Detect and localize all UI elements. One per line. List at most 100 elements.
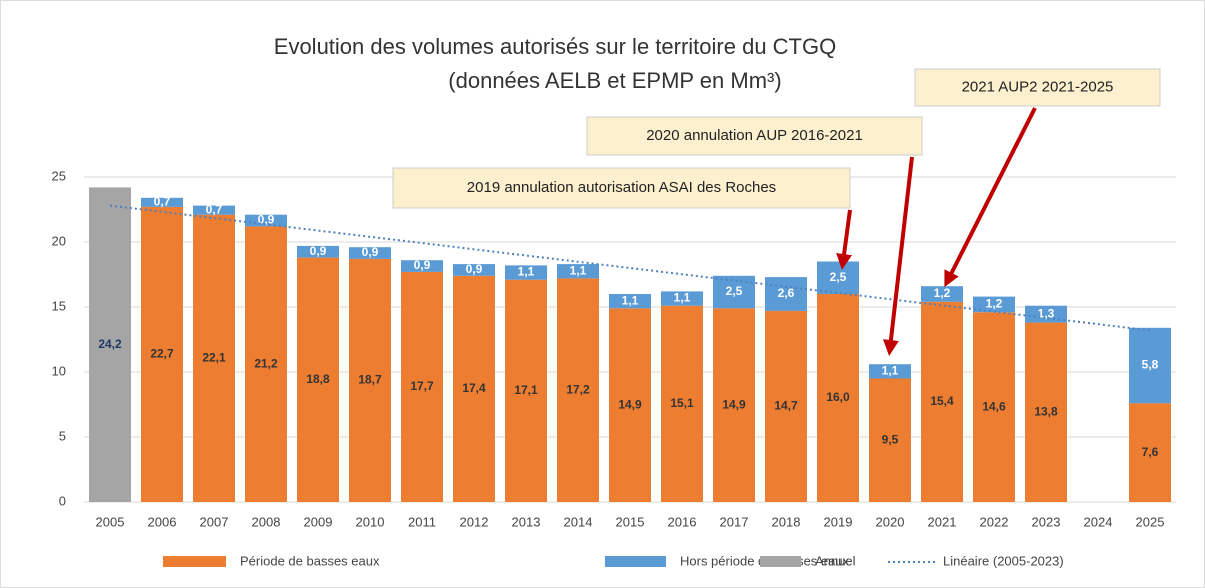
bar-segment [609, 294, 651, 309]
data-label: 2,6 [778, 286, 795, 300]
bar-segment [297, 245, 339, 258]
data-label: 1,1 [674, 291, 691, 305]
bar-segment [661, 291, 703, 306]
data-label: 22,7 [150, 347, 174, 361]
x-tick-label: 2012 [460, 514, 489, 529]
annotation-arrow [882, 156, 914, 356]
legend-label: Annuel [815, 553, 856, 568]
bar-segment [401, 271, 443, 502]
data-label: 5,8 [1142, 358, 1159, 372]
x-tick-label: 2013 [512, 514, 541, 529]
data-label: 14,7 [774, 399, 798, 413]
chart-title: Evolution des volumes autorisés sur le t… [274, 34, 836, 59]
data-label: 22,1 [202, 351, 226, 365]
x-tick-label: 2015 [616, 514, 645, 529]
data-label: 16,0 [826, 390, 850, 404]
data-label: 15,4 [930, 394, 954, 408]
bar-segment [765, 310, 807, 502]
data-label: 1,2 [986, 297, 1003, 311]
x-tick-label: 2018 [772, 514, 801, 529]
bar-segment [557, 278, 599, 502]
data-label: 17,1 [514, 383, 538, 397]
annotation: 2020 annulation AUP 2016-2021 [646, 127, 863, 144]
x-tick-label: 2007 [200, 514, 229, 529]
bar-segment [869, 378, 911, 502]
data-label: 13,8 [1034, 404, 1058, 418]
x-tick-label: 2019 [824, 514, 853, 529]
annotation-box [392, 167, 851, 209]
x-tick-label: 2025 [1136, 514, 1165, 529]
data-label: 1,2 [934, 286, 951, 300]
data-label: 1,3 [1038, 306, 1055, 320]
chart-subtitle: (données AELB et EPMP en Mm³) [448, 68, 781, 93]
y-tick-label: 25 [52, 168, 66, 183]
data-label: 15,1 [670, 396, 694, 410]
bar-segment [193, 205, 235, 215]
data-label: 0,9 [310, 244, 327, 258]
legend-swatch [605, 556, 666, 567]
bar-segment [505, 279, 547, 502]
data-label: 0,9 [466, 262, 483, 276]
x-tick-label: 2024 [1084, 514, 1113, 529]
bar-segment [453, 264, 495, 276]
y-tick-label: 5 [59, 428, 66, 443]
x-tick-label: 2009 [304, 514, 333, 529]
bar-segment [869, 364, 911, 379]
annotation-box [586, 116, 923, 156]
x-tick-label: 2014 [564, 514, 593, 529]
bar-segment [453, 275, 495, 502]
bar-segment [557, 264, 599, 279]
data-label: 0,7 [154, 195, 171, 209]
x-tick-label: 2023 [1032, 514, 1061, 529]
x-tick-label: 2005 [96, 514, 125, 529]
bar-segment [193, 214, 235, 502]
bar-segment [297, 257, 339, 502]
x-tick-label: 2008 [252, 514, 281, 529]
data-label: 0,7 [206, 202, 223, 216]
data-label: 0,9 [362, 245, 379, 259]
x-tick-label: 2022 [980, 514, 1009, 529]
x-tick-label: 2021 [928, 514, 957, 529]
bar-segment [89, 187, 131, 502]
data-label: 0,9 [414, 258, 431, 272]
data-label: 18,8 [306, 372, 330, 386]
annotation-arrow [836, 209, 852, 270]
y-tick-label: 10 [52, 363, 66, 378]
bar-segment [141, 197, 183, 207]
x-tick-label: 2017 [720, 514, 749, 529]
bar-segment [401, 260, 443, 272]
bar-segment [713, 308, 755, 502]
bar-segment [349, 258, 391, 502]
bar-segment [921, 301, 963, 502]
data-label: 21,2 [254, 356, 278, 370]
bar-segment [661, 305, 703, 502]
bar-segment [765, 277, 807, 311]
legend-swatch [163, 556, 226, 567]
annotation-box [914, 68, 1161, 107]
bar-segment [1025, 305, 1067, 323]
data-label: 9,5 [882, 432, 899, 446]
data-label: 14,9 [618, 397, 642, 411]
bar-segment [1025, 322, 1067, 502]
x-tick-label: 2010 [356, 514, 385, 529]
x-tick-label: 2020 [876, 514, 905, 529]
bar-segment [245, 226, 287, 502]
bar-segment [973, 296, 1015, 313]
legend-label: Linéaire (2005-2023) [943, 553, 1064, 568]
annotation-arrow [944, 107, 1037, 288]
bar-segment [973, 312, 1015, 502]
data-label: 1,1 [882, 364, 899, 378]
data-label: 0,9 [258, 213, 275, 227]
bar-segment [713, 275, 755, 309]
bar-segment [141, 206, 183, 502]
data-label: 18,7 [358, 373, 382, 387]
y-tick-label: 15 [52, 298, 66, 313]
annotation: 2021 AUP2 2021-2025 [962, 78, 1114, 95]
bar-segment [349, 247, 391, 259]
data-label: 2,5 [830, 270, 847, 284]
data-label: 17,2 [566, 382, 590, 396]
data-label: 14,6 [982, 399, 1006, 413]
legend-swatch [760, 556, 801, 567]
bar-segment [1129, 403, 1171, 502]
